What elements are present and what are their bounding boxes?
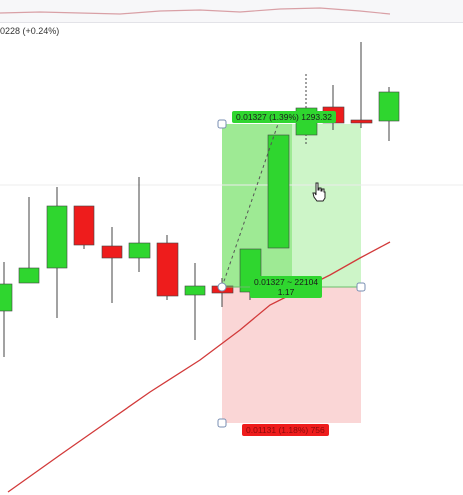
- entry-handle[interactable]: [217, 282, 227, 292]
- target-handle[interactable]: [217, 119, 227, 129]
- position-info-label: 0.01327 ~ 22104 1.17: [250, 276, 323, 298]
- price-change-readout: 0228 (+0.24%): [0, 26, 60, 36]
- candle-body: [46, 205, 68, 269]
- moving-average-line: [7, 241, 391, 493]
- candle-body: [128, 242, 151, 259]
- position-connector: [221, 123, 279, 288]
- candle-body: [73, 205, 95, 246]
- candle-body: [350, 119, 373, 124]
- position-info-line1: 0.01327 ~ 22104: [254, 277, 319, 287]
- candle-body: [18, 267, 40, 284]
- indicator-strip: [0, 0, 463, 23]
- candle-body: [267, 134, 290, 249]
- target-label: 0.01327 (1.39%) 1293.32: [232, 111, 336, 123]
- candle-body: [101, 245, 123, 259]
- stop-handle[interactable]: [217, 418, 227, 428]
- candle-body: [156, 242, 179, 297]
- loss-zone: [222, 287, 361, 423]
- candle-body: [0, 283, 13, 312]
- width-handle[interactable]: [356, 282, 366, 292]
- hand-pointer-icon: [311, 182, 327, 202]
- stop-label: 0.01131 (1.18%) 756: [242, 424, 329, 436]
- position-info-line2: 1.17: [277, 287, 295, 297]
- candle-body: [184, 285, 206, 296]
- indicator-line: [0, 7, 391, 15]
- candle-body: [378, 91, 400, 122]
